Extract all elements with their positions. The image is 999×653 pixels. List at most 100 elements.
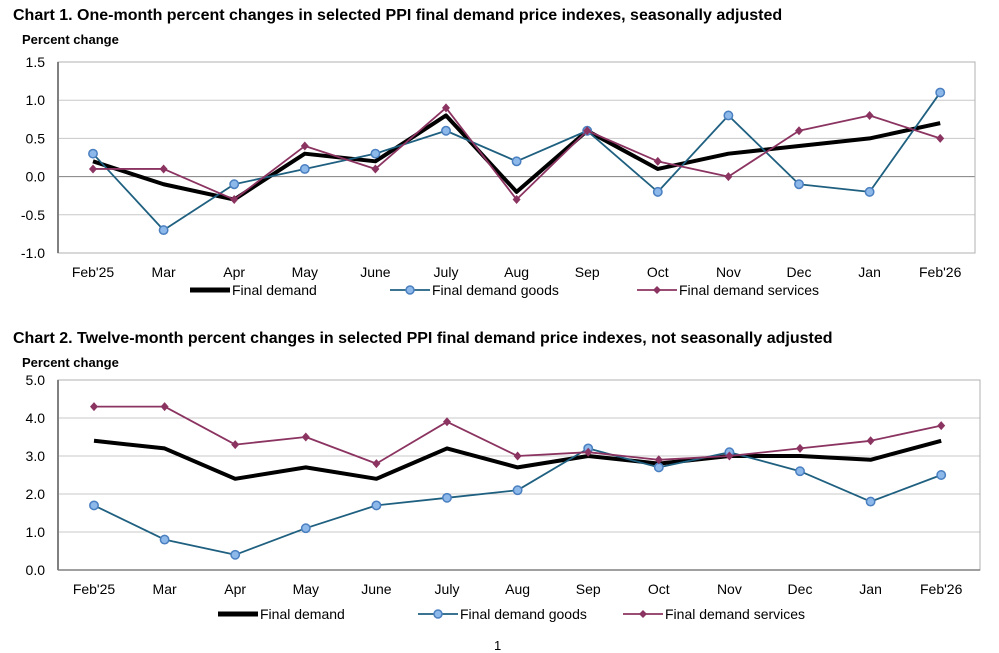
legend-item-final-demand-services: Final demand services xyxy=(637,282,819,298)
legend-item-final-demand: Final demand xyxy=(218,606,345,622)
data-point-goods xyxy=(371,500,382,511)
x-tick-label: May xyxy=(293,581,319,597)
data-point-goods xyxy=(299,164,310,174)
data-point-services xyxy=(372,459,381,469)
chart2-title: Chart 2. Twelve-month percent changes in… xyxy=(13,330,833,347)
plot-area-border xyxy=(57,379,981,571)
x-tick-label: Apr xyxy=(224,581,246,597)
data-point-goods xyxy=(935,87,946,98)
legend-label: Final demand xyxy=(232,282,317,298)
data-point-goods xyxy=(441,125,451,136)
y-tick-label: 2.0 xyxy=(26,486,46,502)
x-tick-label: Oct xyxy=(647,264,669,280)
legend-label: Final demand services xyxy=(679,282,819,298)
data-point-goods xyxy=(88,148,98,159)
data-point-goods xyxy=(795,466,805,477)
data-point-goods xyxy=(794,179,804,190)
data-point-services xyxy=(230,195,239,205)
legend-marker-circle xyxy=(405,285,415,295)
chart1-y-axis-label: Percent change xyxy=(22,32,119,47)
y-tick-label: 1.0 xyxy=(26,524,46,540)
data-point-goods xyxy=(512,485,523,496)
x-tick-label: Sep xyxy=(575,264,600,280)
x-tick-label: Aug xyxy=(504,264,529,280)
chart1-title: Chart 1. One-month percent changes in se… xyxy=(13,7,783,24)
data-point-goods xyxy=(511,156,522,167)
data-point-services xyxy=(653,156,662,166)
data-point-goods xyxy=(723,110,734,121)
x-tick-label: Mar xyxy=(153,581,177,597)
data-point-goods xyxy=(370,148,381,159)
x-tick-label: Jan xyxy=(858,264,881,280)
x-tick-label: Jan xyxy=(859,581,882,597)
y-tick-label: 5.0 xyxy=(26,372,46,388)
y-tick-label: 4.0 xyxy=(26,410,46,426)
legend-label: Final demand goods xyxy=(460,606,587,622)
data-point-goods xyxy=(865,496,876,507)
x-tick-label: June xyxy=(361,581,392,597)
x-tick-label: Sep xyxy=(576,581,601,597)
data-point-services xyxy=(795,126,803,136)
data-point-goods xyxy=(936,470,947,480)
chart2-plot: 5.0 4.0 3.0 2.0 1.0 0.0 Feb'25 Mar Apr May June Jul… xyxy=(26,372,981,622)
data-point-services xyxy=(90,402,98,412)
data-point-services xyxy=(725,451,734,461)
x-tick-label: July xyxy=(435,581,460,597)
data-point-services xyxy=(512,195,521,205)
x-tick-label: Oct xyxy=(648,581,670,597)
data-point-services xyxy=(724,172,733,182)
data-point-services xyxy=(584,447,593,457)
data-point-goods xyxy=(229,179,240,190)
legend-label: Final demand services xyxy=(665,606,805,622)
legend-item-final-demand-goods: Final demand goods xyxy=(390,282,559,298)
x-tick-label: Feb'26 xyxy=(920,581,963,597)
x-tick-label: Nov xyxy=(716,264,741,280)
data-point-services xyxy=(513,451,522,461)
x-tick-label: Feb'25 xyxy=(72,264,115,280)
y-tick-label: -0.5 xyxy=(21,207,45,223)
data-point-services xyxy=(301,432,310,442)
data-point-services xyxy=(300,141,309,151)
series-line-final-demand-goods xyxy=(93,447,942,556)
legend-marker-diamond xyxy=(639,610,647,618)
legend-marker-diamond xyxy=(653,286,661,294)
chart1-plot: 1.5 1.0 0.5 0.0 -0.5 -1.0 Feb'25 Mar Apr May June J… xyxy=(21,54,976,298)
data-point-goods xyxy=(158,225,169,236)
legend-marker-circle xyxy=(433,609,443,619)
x-tick-label: June xyxy=(360,264,391,280)
data-point-services xyxy=(866,436,875,446)
x-tick-label: Mar xyxy=(152,264,176,280)
data-point-goods xyxy=(442,492,452,503)
y-tick-label: 0.0 xyxy=(26,562,46,578)
legend-item-final-demand-services: Final demand services xyxy=(623,606,805,622)
data-point-services xyxy=(160,402,169,412)
x-tick-label: May xyxy=(292,264,318,280)
data-point-goods xyxy=(300,523,311,534)
data-point-services xyxy=(936,133,945,143)
x-tick-label: Apr xyxy=(223,264,245,280)
data-point-goods xyxy=(652,186,663,197)
chart2-y-axis-label: Percent change xyxy=(22,355,119,370)
data-point-services xyxy=(865,110,874,120)
data-point-services xyxy=(89,164,97,174)
data-point-services xyxy=(654,455,663,465)
y-tick-label: 1.0 xyxy=(26,92,46,108)
x-tick-label: Dec xyxy=(788,581,813,597)
y-tick-label: 3.0 xyxy=(26,448,46,464)
data-point-services xyxy=(442,103,450,113)
data-point-services xyxy=(231,440,240,450)
x-tick-label: Dec xyxy=(787,264,812,280)
data-point-services xyxy=(796,443,804,453)
series-line-final-demand xyxy=(93,438,942,481)
data-point-services xyxy=(583,126,592,136)
x-tick-label: July xyxy=(434,264,459,280)
data-point-goods xyxy=(89,500,99,511)
data-point-goods xyxy=(230,549,241,560)
x-tick-label: Aug xyxy=(505,581,530,597)
data-point-goods xyxy=(653,462,664,473)
legend-label: Final demand xyxy=(260,606,345,622)
data-point-goods xyxy=(864,186,875,197)
data-point-services xyxy=(371,164,380,174)
legend-label: Final demand goods xyxy=(432,282,559,298)
x-tick-label: Feb'25 xyxy=(73,581,116,597)
